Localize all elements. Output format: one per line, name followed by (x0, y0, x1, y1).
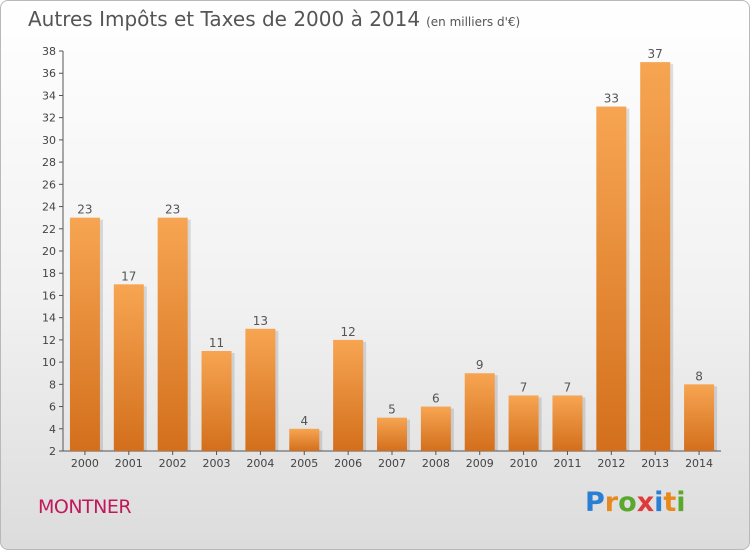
x-tick-label: 2004 (246, 457, 274, 470)
logo-letter: i (676, 487, 686, 518)
y-tick-label: 16 (42, 289, 56, 302)
y-tick-label: 30 (42, 134, 56, 147)
data-label: 11 (209, 336, 224, 350)
logo-letter: t (663, 487, 677, 518)
x-tick-label: 2001 (115, 457, 143, 470)
data-label: 12 (340, 325, 355, 339)
y-tick-label: 20 (42, 245, 56, 258)
logo-letter: x (636, 487, 655, 518)
y-tick-label: 36 (42, 67, 56, 80)
y-tick-label: 2 (49, 445, 56, 458)
x-tick-label: 2009 (466, 457, 494, 470)
proxiti-logo: Proxiti (585, 487, 686, 518)
commune-name: MONTNER (38, 496, 132, 518)
chart-title: Autres Impôts et Taxes de 2000 à 2014 (en… (28, 7, 520, 31)
y-tick-label: 10 (42, 356, 56, 369)
bar-2000 (69, 217, 100, 451)
y-tick-label: 22 (42, 223, 56, 236)
data-label: 37 (648, 47, 663, 61)
x-tick-label: 2003 (203, 457, 231, 470)
bar-2009 (464, 373, 495, 451)
data-label: 17 (121, 269, 136, 283)
x-tick-label: 2008 (422, 457, 450, 470)
x-tick-label: 2014 (685, 457, 713, 470)
x-tick-label: 2012 (597, 457, 625, 470)
y-tick-label: 12 (42, 334, 56, 347)
chart-title-text: Autres Impôts et Taxes de 2000 à 2014 (28, 7, 421, 31)
bar-2001 (113, 284, 144, 451)
bar-2003 (201, 351, 232, 451)
x-tick-label: 2011 (553, 457, 581, 470)
data-label: 8 (695, 369, 703, 383)
bar-2006 (333, 339, 364, 451)
x-tick-label: 2010 (510, 457, 538, 470)
logo-letter: P (585, 487, 605, 518)
data-label: 13 (253, 314, 268, 328)
y-tick-label: 38 (42, 45, 56, 58)
y-tick-label: 4 (49, 423, 56, 436)
bar-2008 (420, 406, 451, 451)
bar-2012 (596, 106, 627, 452)
bar-2004 (245, 328, 276, 451)
bar-2007 (377, 417, 407, 451)
data-label: 5 (388, 403, 396, 417)
data-label: 23 (165, 203, 180, 217)
x-tick-label: 2006 (334, 457, 362, 470)
data-label: 9 (476, 358, 484, 372)
x-tick-label: 2007 (378, 457, 406, 470)
y-tick-label: 24 (42, 201, 56, 214)
x-tick-label: 2005 (290, 457, 318, 470)
bar-2013 (640, 62, 671, 451)
data-label: 23 (77, 203, 92, 217)
y-tick-label: 8 (49, 378, 56, 391)
chart-data-labels: 23 17 23 11 13 4 12 5 6 9 7 7 33 37 8 (77, 47, 703, 428)
x-tick-label: 2000 (71, 457, 99, 470)
data-label: 33 (604, 92, 619, 106)
y-tick-label: 6 (49, 401, 56, 414)
logo-letter: o (618, 487, 637, 518)
bar-2002 (157, 217, 188, 451)
x-tick-label: 2002 (159, 457, 187, 470)
y-tick-label: 18 (42, 267, 56, 280)
data-label: 7 (520, 380, 528, 394)
chart-title-unit: (en milliers d'€) (426, 15, 521, 29)
bar-2014 (684, 384, 715, 451)
bar-2011 (552, 395, 583, 451)
x-tick-label: 2013 (641, 457, 669, 470)
y-tick-label: 32 (42, 112, 56, 125)
y-tick-label: 26 (42, 178, 56, 191)
y-tick-label: 28 (42, 156, 56, 169)
y-tick-label: 14 (42, 312, 56, 325)
logo-letter: i (654, 487, 664, 518)
bar-2005 (289, 428, 320, 451)
data-label: 7 (564, 380, 572, 394)
y-tick-label: 34 (42, 89, 56, 102)
bar-2010 (508, 395, 539, 451)
logo-letter: r (604, 487, 619, 518)
data-label: 4 (300, 414, 308, 428)
data-label: 6 (432, 392, 440, 406)
chart-bars (69, 62, 718, 452)
